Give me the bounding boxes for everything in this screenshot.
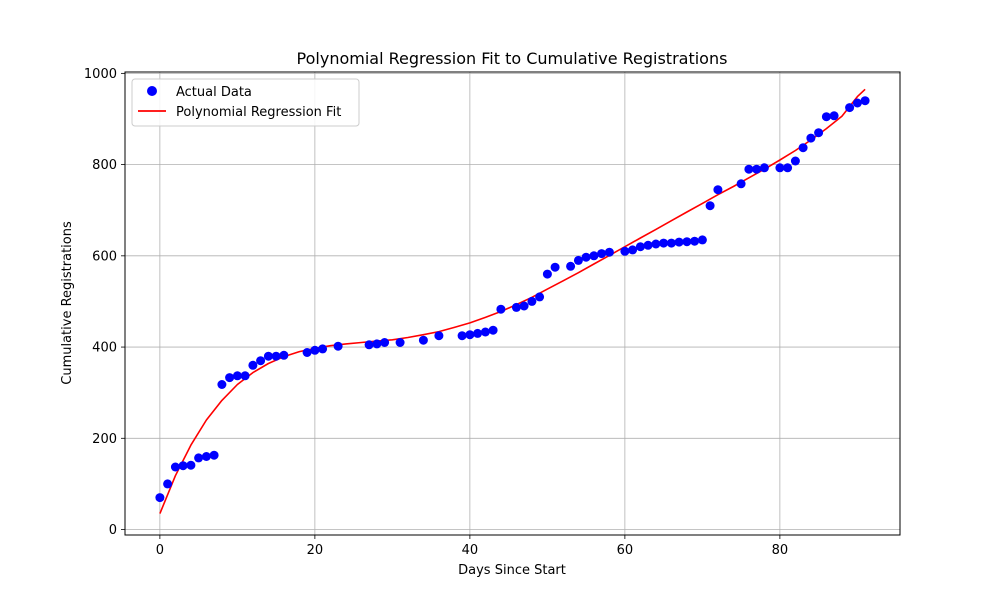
data-point [302, 348, 312, 357]
data-point [511, 302, 521, 312]
data-point [798, 143, 808, 153]
legend: Actual Data Polynomial Regression Fit [131, 78, 360, 127]
y-tick-label: 800 [92, 158, 117, 173]
chart-title: Polynomial Regression Fit to Cumulative … [297, 49, 728, 68]
legend-label-polynomial-fit: Polynomial Regression Fit [176, 105, 341, 120]
data-point [418, 335, 428, 345]
data-point [240, 371, 250, 381]
data-point [597, 249, 607, 259]
data-point [697, 235, 707, 245]
series-layer [155, 88, 870, 514]
data-point [519, 301, 529, 311]
data-point [581, 252, 591, 262]
data-point [310, 345, 320, 355]
data-point [263, 351, 273, 361]
data-point [589, 251, 599, 261]
data-point [550, 262, 560, 272]
data-point [535, 292, 545, 302]
data-point [209, 450, 219, 460]
data-point [635, 242, 645, 252]
data-point [364, 340, 374, 350]
data-point [736, 179, 746, 189]
data-point [155, 493, 165, 503]
data-point [178, 461, 188, 471]
y-tick-label: 0 [109, 523, 117, 538]
data-point [163, 479, 173, 489]
data-point [705, 201, 715, 211]
data-point [372, 339, 382, 349]
data-point [759, 163, 769, 173]
data-point [666, 238, 676, 248]
data-point [783, 163, 793, 173]
data-point [186, 460, 196, 470]
data-point [434, 331, 444, 341]
data-point [744, 164, 754, 174]
data-point [604, 247, 614, 257]
x-tick-label: 80 [772, 543, 789, 558]
data-point [225, 373, 235, 383]
data-point [201, 452, 211, 461]
data-point [333, 341, 343, 351]
legend-label-actual-data: Actual Data [176, 85, 252, 100]
data-point [620, 246, 630, 256]
legend-scatter-marker [147, 86, 157, 96]
y-tick-label: 600 [92, 249, 117, 264]
y-tick-label: 200 [92, 432, 117, 447]
data-point [852, 98, 862, 108]
data-point [194, 453, 204, 463]
data-point [643, 240, 653, 250]
data-point [395, 338, 405, 347]
data-point [659, 238, 669, 248]
data-point [845, 103, 855, 113]
x-axis-title: Days Since Start [458, 563, 566, 578]
data-point [829, 111, 839, 121]
data-point [465, 330, 475, 340]
data-point [651, 239, 661, 249]
data-point [628, 245, 638, 255]
y-axis-title: Cumulative Registrations [60, 221, 75, 385]
x-tick-label: 60 [617, 543, 634, 558]
data-point [814, 128, 824, 138]
data-point [806, 133, 816, 143]
data-point [217, 380, 227, 389]
data-point [674, 237, 684, 247]
data-point [271, 351, 281, 361]
data-point [860, 96, 870, 106]
data-point [752, 164, 762, 174]
data-point [573, 255, 583, 265]
data-point [480, 327, 490, 337]
data-point [279, 350, 289, 360]
data-point [690, 236, 700, 246]
plot-frame [124, 71, 901, 536]
data-point [496, 304, 506, 314]
data-point [318, 344, 328, 354]
x-tick-label: 0 [156, 543, 164, 558]
data-point [527, 296, 537, 306]
x-tick-label: 40 [462, 543, 479, 558]
data-point [566, 261, 576, 271]
data-point [232, 371, 242, 381]
data-point [775, 163, 785, 173]
y-tick-label: 1000 [84, 67, 117, 82]
data-point [713, 185, 723, 195]
data-point [457, 331, 467, 341]
data-point [256, 356, 266, 366]
y-tick-label: 400 [92, 341, 117, 356]
x-tick-label: 20 [307, 543, 324, 558]
data-point [380, 338, 390, 347]
data-point [682, 237, 692, 247]
data-point [821, 112, 831, 122]
data-point [473, 328, 483, 338]
data-point [790, 156, 800, 166]
data-point [542, 269, 552, 279]
data-point [248, 360, 258, 370]
data-point [488, 325, 498, 335]
legend-box [131, 78, 360, 127]
data-point [170, 462, 180, 472]
